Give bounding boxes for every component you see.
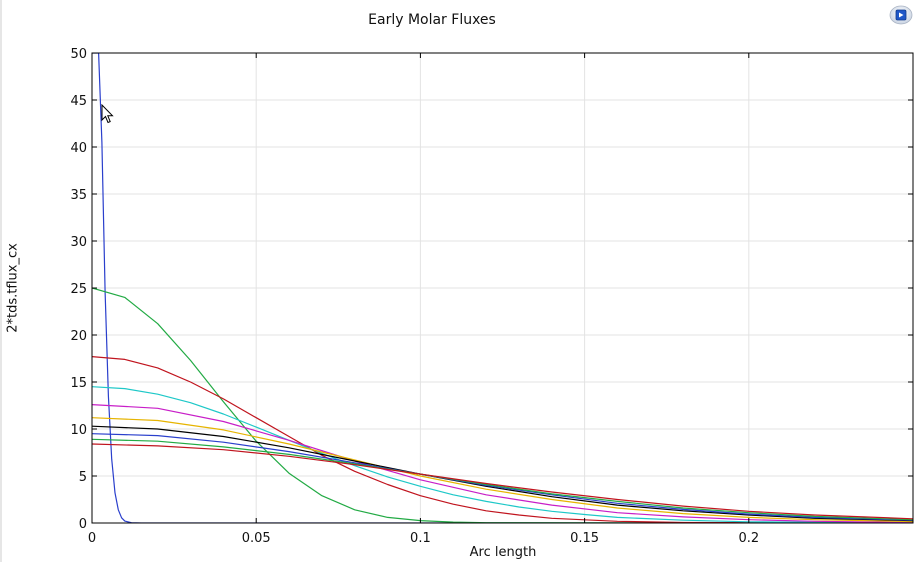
zoom-extents-button[interactable] [889,5,913,25]
series-group [92,53,913,523]
series-line-3 [92,356,913,523]
y-tick-label: 25 [70,282,87,297]
mouse-pointer-icon [101,104,114,124]
y-tick-label: 45 [70,94,87,109]
grid [92,53,913,523]
series-line-8 [92,433,913,521]
x-axis-label: Arc length [469,545,537,560]
y-tick-label: 20 [70,329,87,344]
series-line-4 [92,386,913,523]
series-line-9 [92,438,913,521]
y-tick-label: 15 [70,376,87,391]
x-tick-label: 0.05 [242,531,271,546]
x-tick-label: 0.2 [738,531,759,546]
y-tick-label: 35 [70,188,87,203]
y-tick-label: 10 [70,423,87,438]
y-tick-label: 5 [79,470,87,485]
series-line-10 [92,443,913,520]
window-edge [0,0,2,562]
x-tick-label: 0.15 [570,531,599,546]
zoom-extents-icon [889,5,913,25]
x-tick-label: 0 [88,531,96,546]
y-tick-label: 50 [70,47,87,62]
series-line-6 [92,417,913,523]
series-line-5 [92,404,913,523]
tick-labels: 0 0.05 0.1 0.15 0.2 0 5 10 15 20 25 30 35 40 45 50 [70,47,759,546]
chart-title: Early Molar Fluxes [368,12,496,28]
series-line-2 [92,287,913,523]
x-tick-label: 0.1 [410,531,431,546]
series-line-7 [92,425,913,522]
y-tick-label: 0 [79,517,87,532]
series-line-1 [92,53,913,523]
axis-ticks [91,52,913,524]
y-tick-label: 40 [70,141,87,156]
y-tick-label: 30 [70,235,87,250]
